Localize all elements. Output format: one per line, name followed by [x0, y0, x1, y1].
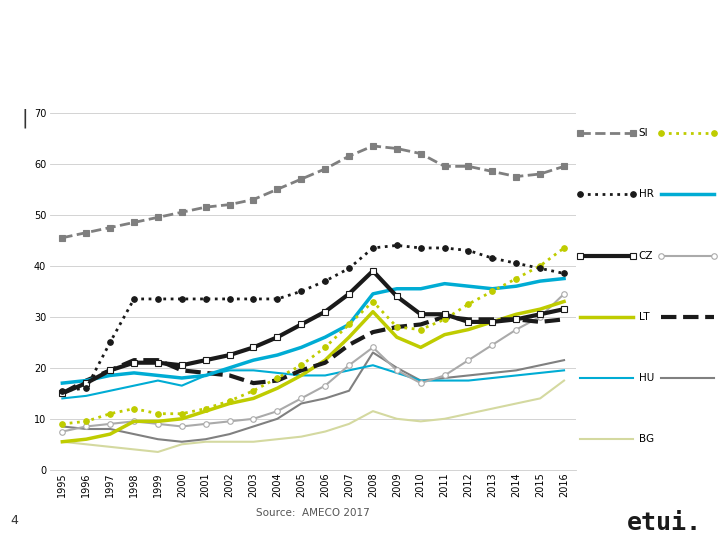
- Text: CZ: CZ: [639, 251, 653, 261]
- Text: BG: BG: [639, 434, 654, 444]
- Text: HR: HR: [639, 190, 654, 199]
- Text: SI: SI: [639, 128, 648, 138]
- Text: Source:  AMECO 2017: Source: AMECO 2017: [256, 508, 370, 518]
- Text: HU: HU: [639, 373, 654, 383]
- Text: etui.: etui.: [626, 511, 701, 535]
- Text: LT: LT: [639, 312, 649, 322]
- Text: 4: 4: [11, 514, 19, 526]
- Text: Yearly average gross wages in % of the EU 15, 1995-2015 (in
nominal EUR terms): Yearly average gross wages in % of the E…: [99, 24, 621, 59]
- Text: |: |: [22, 108, 28, 127]
